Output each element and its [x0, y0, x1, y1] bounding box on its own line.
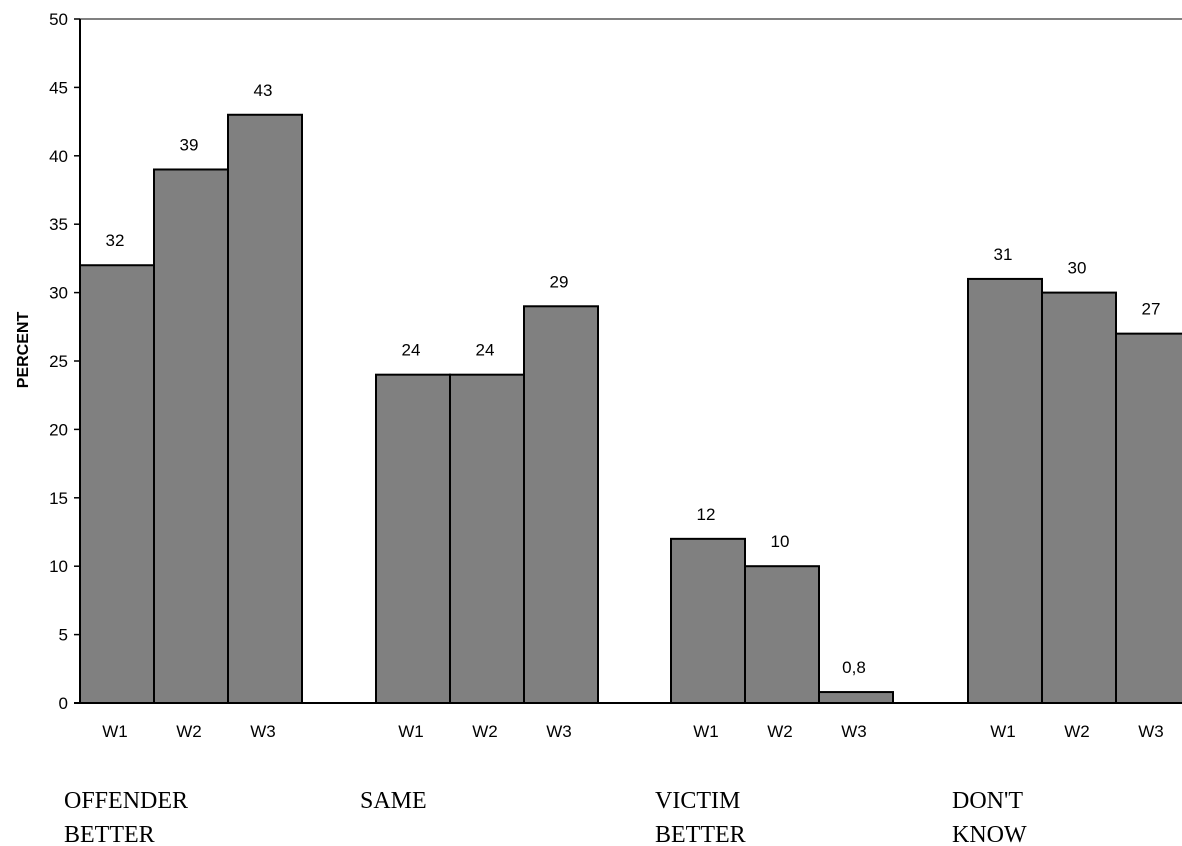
bar [1115, 332, 1182, 704]
group-label: DON'T [952, 788, 1023, 814]
bar [967, 277, 1043, 704]
data-label: 10 [771, 532, 790, 551]
group-labels: OFFENDER BETTER SAME VICTIM BETTER DON'T KNOW [64, 788, 1027, 846]
bar [1041, 291, 1117, 704]
data-label: 29 [550, 272, 569, 291]
data-label: 30 [1068, 259, 1087, 278]
y-tick-label: 0 [59, 694, 68, 713]
data-label: 32 [106, 231, 125, 250]
y-tick-label: 25 [49, 352, 68, 371]
y-tick-label: 10 [49, 557, 68, 576]
data-label: 0,8 [842, 658, 866, 677]
x-tick-label: W3 [546, 722, 572, 741]
y-axis: 0 5 10 15 20 25 30 35 40 45 50 [49, 10, 81, 713]
bars [79, 113, 1182, 705]
y-tick-label: 30 [49, 284, 68, 303]
x-tick-label: W1 [693, 722, 719, 741]
x-tick-label: W1 [990, 722, 1016, 741]
y-tick-label: 20 [49, 420, 68, 439]
data-label: 12 [697, 505, 716, 524]
data-label: 39 [180, 135, 199, 154]
x-tick-label: W3 [250, 722, 276, 741]
x-tick-label: W2 [176, 722, 202, 741]
y-axis-title: PERCENT [15, 312, 32, 389]
data-label: 27 [1142, 300, 1161, 319]
group-label: OFFENDER [64, 788, 188, 814]
group-label: BETTER [64, 822, 155, 846]
y-tick-label: 35 [49, 215, 68, 234]
data-labels: 32 39 43 24 24 29 12 10 0,8 31 30 27 [106, 81, 1161, 677]
group-label: SAME [360, 788, 427, 814]
group-label: KNOW [952, 822, 1027, 846]
x-tick-label: W2 [1064, 722, 1090, 741]
bar [818, 691, 894, 705]
bar [744, 565, 820, 705]
bar [79, 264, 155, 704]
data-label: 43 [254, 81, 273, 100]
x-tick-label: W3 [1138, 722, 1164, 741]
bar [670, 537, 746, 705]
bar [375, 373, 451, 704]
x-axis: W1 W2 W3 W1 W2 W3 W1 W2 W3 W1 W2 W3 [74, 702, 1182, 741]
group-label: BETTER [655, 822, 746, 846]
x-tick-label: W2 [767, 722, 793, 741]
bar [449, 373, 525, 704]
x-tick-label: W2 [472, 722, 498, 741]
data-label: 31 [994, 245, 1013, 264]
x-tick-label: W1 [102, 722, 128, 741]
bar [153, 168, 229, 705]
bar [523, 305, 599, 704]
y-tick-label: 45 [49, 78, 68, 97]
data-label: 24 [476, 341, 495, 360]
y-tick-label: 15 [49, 489, 68, 508]
x-tick-label: W1 [398, 722, 424, 741]
bar [227, 113, 303, 704]
y-tick-label: 40 [49, 147, 68, 166]
group-label: VICTIM [655, 788, 740, 814]
y-tick-label: 5 [59, 626, 68, 645]
x-tick-label: W3 [841, 722, 867, 741]
y-tick-label: 50 [49, 10, 68, 29]
data-label: 24 [402, 341, 421, 360]
